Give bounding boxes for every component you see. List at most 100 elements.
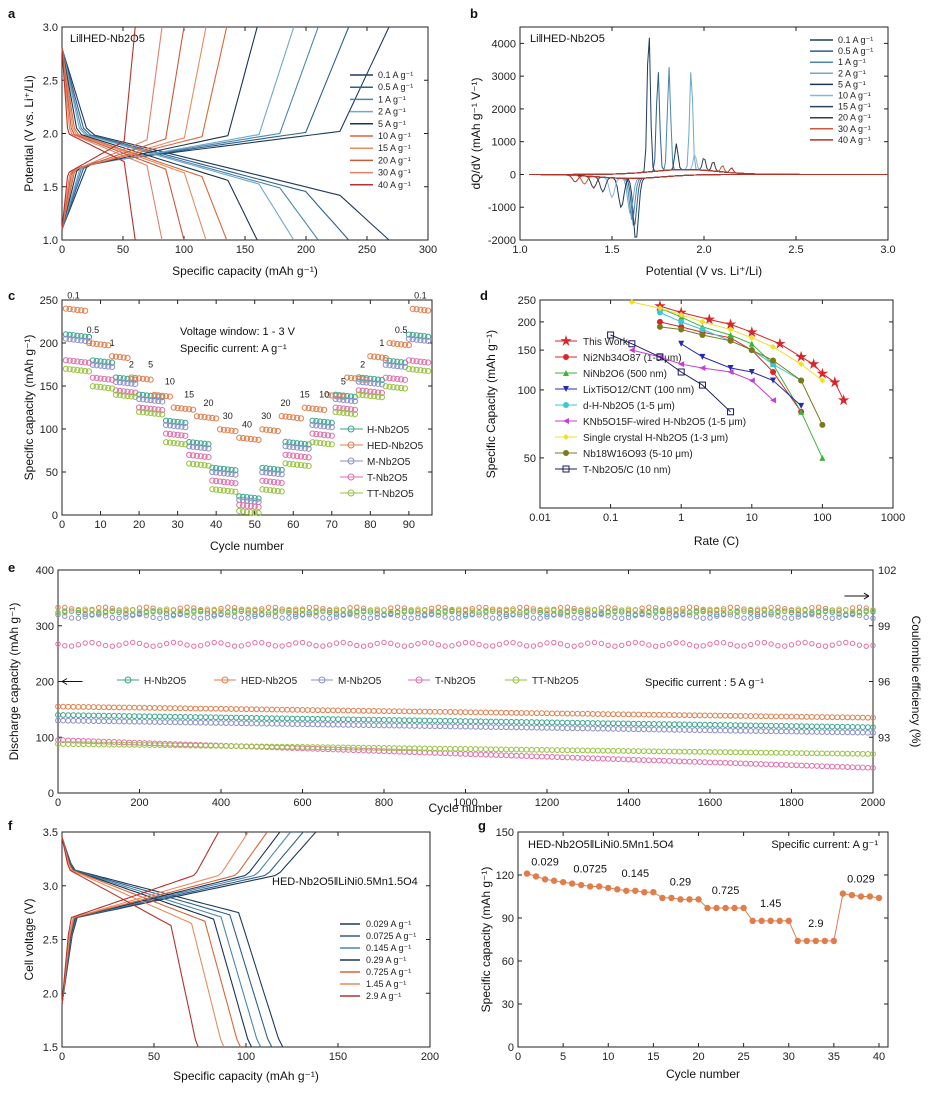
rate-label: 0.1: [67, 291, 80, 301]
capacity-point: [370, 744, 377, 751]
ce-point: [748, 610, 754, 616]
legend-label: 0.5 A g⁻¹: [378, 82, 413, 92]
capacity-point: [457, 718, 464, 724]
ce-point: [197, 607, 204, 614]
ce-point: [537, 609, 543, 616]
capacity-point: [248, 720, 255, 727]
data-point: [812, 937, 820, 945]
data-point: [209, 468, 216, 476]
y-tick-label: 2000: [492, 104, 516, 116]
capacity-point: [834, 763, 841, 770]
data-point: [201, 462, 208, 469]
data-point: [686, 896, 693, 903]
data-point: [170, 422, 177, 429]
capacity-point: [467, 751, 474, 758]
data-point: [294, 444, 301, 451]
capacity-point: [554, 747, 561, 753]
data-point: [166, 422, 174, 429]
capacity-point: [671, 748, 678, 755]
ce-point: [619, 615, 625, 622]
capacity-point: [528, 753, 535, 760]
capacity-point: [742, 713, 749, 719]
capacity-point: [513, 752, 520, 759]
capacity-point: [625, 711, 632, 718]
capacity-point: [90, 704, 97, 710]
ce-point: [496, 615, 503, 621]
capacity-point: [116, 712, 123, 719]
ce-point: [693, 643, 700, 649]
ce-point: [374, 606, 380, 612]
capacity-point: [457, 750, 464, 757]
data-point: [174, 440, 181, 447]
data-point: [677, 368, 685, 376]
ce-point: [510, 607, 516, 614]
capacity-point: [106, 718, 112, 725]
data-point: [328, 441, 335, 448]
legend-label: HED-Nb2O5: [241, 676, 298, 687]
capacity-point: [482, 718, 489, 725]
data-point: [713, 904, 720, 912]
capacity-point: [610, 756, 617, 762]
capacity-point: [452, 709, 459, 715]
ce-point: [754, 606, 761, 612]
capacity-point: [533, 719, 540, 726]
data-point: [220, 426, 227, 433]
ce-point: [564, 604, 571, 610]
data-point: [189, 406, 197, 413]
ce-point: [483, 643, 489, 649]
ce-point: [863, 643, 869, 649]
capacity-point: [569, 710, 576, 717]
ce-point: [320, 643, 326, 649]
legend-label: 40 A g⁻¹: [378, 180, 411, 190]
y-tick-label-right: 99: [878, 621, 890, 633]
data-point: [166, 418, 174, 425]
capacity-point: [182, 705, 189, 712]
ce-point: [585, 608, 591, 614]
plot-frame: [517, 831, 889, 1048]
data-point: [398, 359, 405, 366]
capacity-point: [197, 714, 204, 720]
data-point: [830, 937, 838, 945]
ce-point: [55, 612, 61, 618]
capacity-point: [151, 705, 158, 711]
charge-dqdv-curve: [529, 72, 888, 175]
data-point: [586, 883, 594, 890]
rate-label: 20: [281, 398, 291, 408]
capacity-point: [722, 749, 729, 756]
y-tick-label: 100: [40, 424, 58, 436]
capacity-point: [477, 709, 484, 716]
data-point: [66, 331, 73, 338]
capacity-point: [421, 708, 428, 715]
ce-point: [347, 609, 353, 615]
legend-label: 0.29 A g⁻¹: [366, 955, 406, 965]
capacity-point: [116, 704, 123, 711]
legend-marker: [347, 457, 355, 465]
y-tick-label: 200: [40, 338, 58, 350]
data-point: [699, 331, 706, 338]
x-tick-label: 1000: [881, 512, 905, 524]
data-point: [151, 406, 158, 413]
capacity-point: [732, 749, 739, 756]
capacity-point: [788, 723, 795, 729]
ce-point: [863, 609, 869, 615]
capacity-point: [819, 763, 825, 770]
capacity-point: [712, 712, 718, 719]
capacity-point: [482, 751, 489, 758]
data-point: [320, 406, 328, 413]
ce-point: [571, 605, 577, 612]
data-point: [132, 380, 139, 388]
capacity-point: [457, 745, 464, 752]
data-point: [243, 494, 251, 501]
capacity-point: [870, 714, 876, 721]
charge-dqdv-curve: [529, 167, 888, 175]
ce-point: [306, 604, 312, 611]
y-tick-label: -1000: [488, 202, 516, 214]
rate-label: 1.45: [760, 898, 781, 910]
legend-marker: [560, 335, 572, 346]
ce-point: [686, 612, 693, 618]
ce-point: [109, 608, 116, 615]
data-point: [351, 406, 359, 413]
data-point: [317, 418, 324, 425]
ce-point: [856, 642, 863, 648]
data-point: [270, 427, 278, 434]
